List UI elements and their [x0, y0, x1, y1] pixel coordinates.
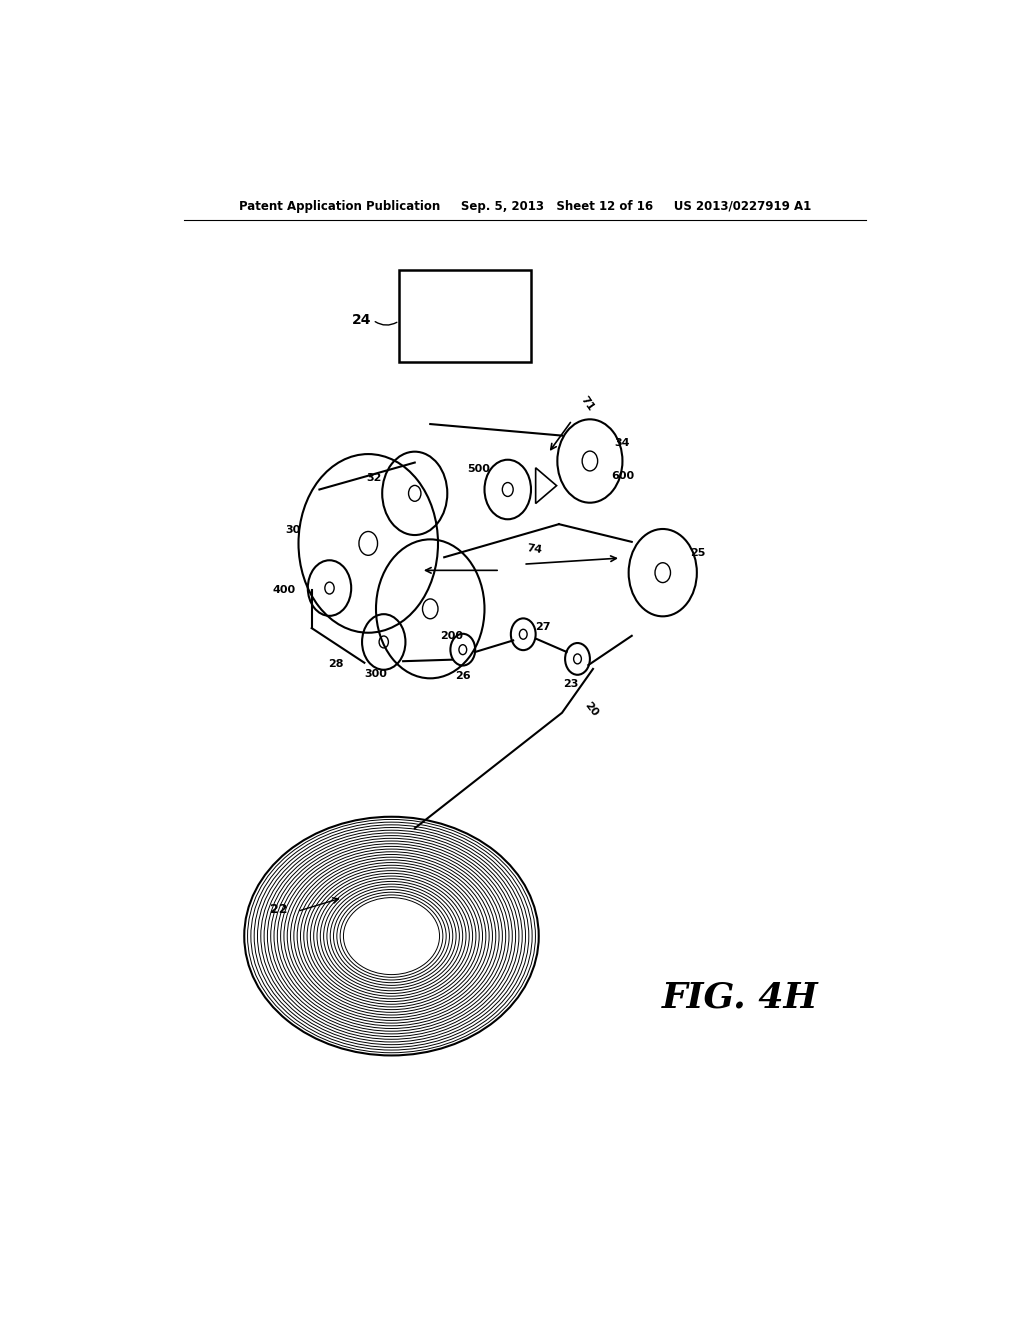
Text: 22: 22: [270, 903, 288, 916]
Text: 74: 74: [526, 543, 544, 554]
Text: 32: 32: [366, 473, 381, 483]
Text: 26: 26: [455, 671, 471, 681]
Text: 600: 600: [611, 471, 634, 482]
Text: 200: 200: [440, 631, 464, 640]
Text: 34: 34: [614, 438, 630, 449]
Text: 27: 27: [535, 622, 550, 631]
Text: 25: 25: [690, 548, 706, 558]
Bar: [399, 271, 531, 363]
Text: 30: 30: [286, 525, 301, 536]
Text: 28: 28: [328, 659, 343, 669]
Text: 23: 23: [563, 680, 579, 689]
Text: FIG. 4H: FIG. 4H: [662, 981, 818, 1015]
Text: 400: 400: [273, 585, 296, 594]
Text: 500: 500: [467, 463, 489, 474]
Text: Patent Application Publication     Sep. 5, 2013   Sheet 12 of 16     US 2013/022: Patent Application Publication Sep. 5, 2…: [239, 199, 811, 213]
Text: 24: 24: [352, 313, 372, 327]
Text: 300: 300: [365, 669, 387, 680]
Text: 20: 20: [583, 700, 600, 718]
Text: 71: 71: [579, 395, 595, 412]
